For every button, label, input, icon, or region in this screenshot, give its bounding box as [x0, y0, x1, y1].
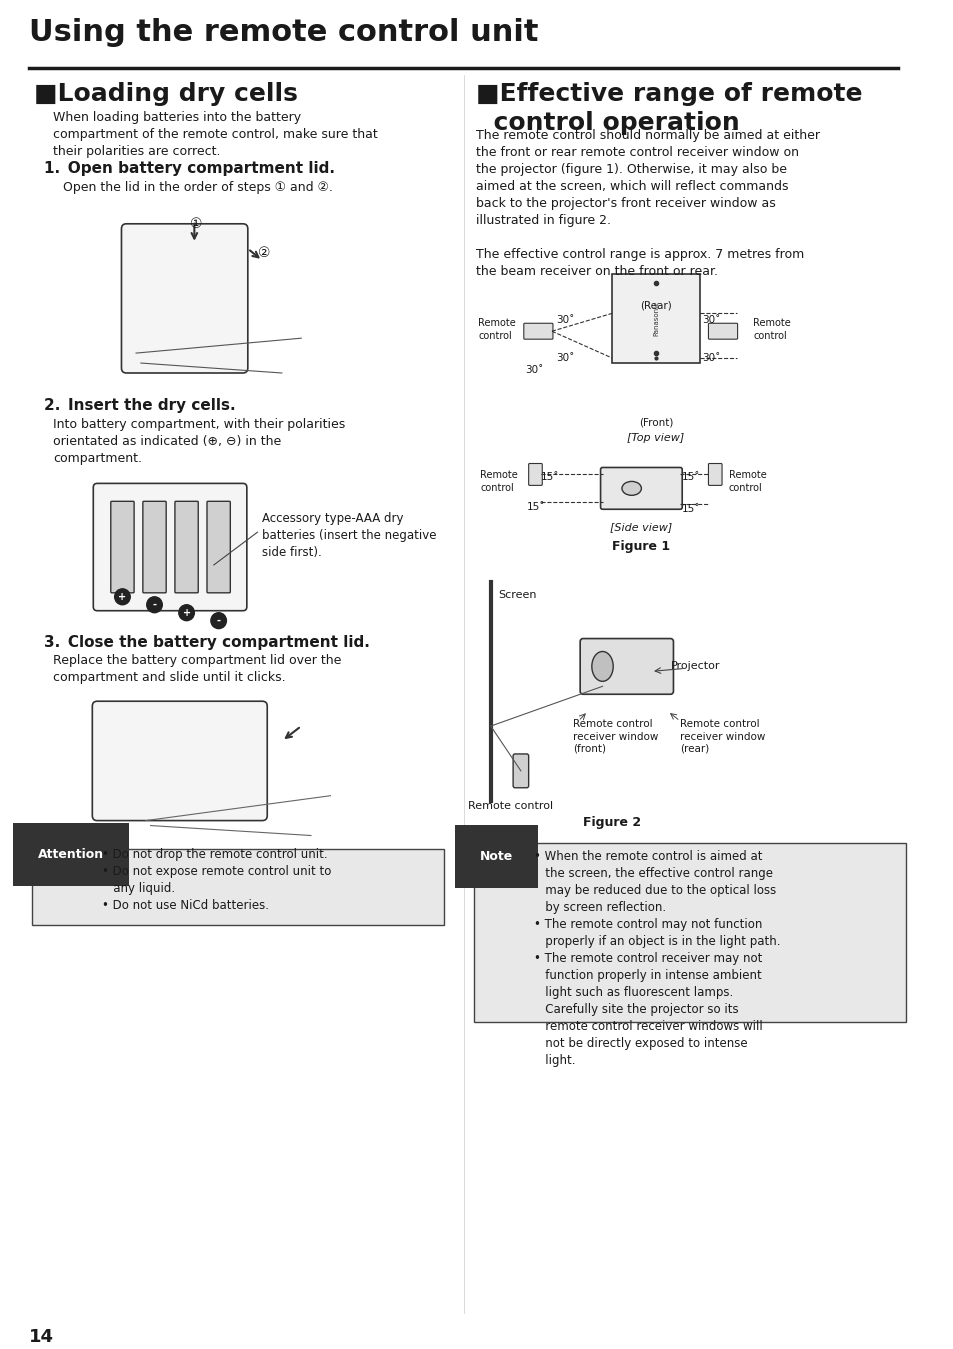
Text: Remote control
receiver window
(rear): Remote control receiver window (rear)	[679, 719, 765, 754]
Ellipse shape	[621, 482, 640, 495]
Text: 15˚: 15˚	[681, 505, 700, 514]
FancyBboxPatch shape	[92, 701, 267, 820]
Text: 3. Close the battery compartment lid.: 3. Close the battery compartment lid.	[44, 634, 369, 650]
Text: ①: ①	[190, 217, 202, 231]
Text: Remote
control: Remote control	[479, 471, 517, 492]
FancyBboxPatch shape	[579, 638, 673, 695]
Text: Into battery compartment, with their polarities
orientated as indicated (⊕, ⊖) i: Into battery compartment, with their pol…	[53, 418, 345, 465]
Text: Remote control: Remote control	[467, 801, 552, 811]
Bar	[612, 274, 699, 363]
Text: 30˚: 30˚	[556, 353, 574, 363]
Text: Replace the battery compartment lid over the
compartment and slide until it clic: Replace the battery compartment lid over…	[53, 654, 341, 684]
Text: Using the remote control unit: Using the remote control unit	[30, 18, 538, 47]
Text: Remote
control: Remote control	[477, 318, 516, 341]
Text: [Top view]: [Top view]	[627, 433, 684, 442]
Circle shape	[114, 588, 131, 604]
Text: Figure 2: Figure 2	[582, 816, 640, 828]
Text: The remote control should normally be aimed at either
the front or rear remote c: The remote control should normally be ai…	[476, 130, 820, 278]
Text: 15˚: 15˚	[540, 472, 559, 483]
Text: Open the lid in the order of steps ① and ②.: Open the lid in the order of steps ① and…	[63, 181, 333, 194]
Text: ■Loading dry cells: ■Loading dry cells	[34, 81, 297, 105]
Circle shape	[211, 612, 226, 629]
Text: ②: ②	[257, 246, 270, 259]
Text: Remote
control: Remote control	[728, 471, 766, 492]
FancyBboxPatch shape	[708, 464, 721, 486]
Text: 30˚: 30˚	[701, 316, 720, 325]
FancyBboxPatch shape	[143, 502, 166, 592]
Text: 15˚: 15˚	[526, 502, 545, 513]
Text: Remote
control: Remote control	[752, 318, 790, 341]
Text: -: -	[216, 615, 220, 626]
FancyBboxPatch shape	[174, 502, 198, 592]
FancyBboxPatch shape	[528, 464, 541, 486]
Text: 30˚: 30˚	[701, 353, 720, 363]
Circle shape	[178, 604, 194, 621]
Text: -: -	[152, 600, 156, 610]
Text: Accessory type-AAA dry
batteries (insert the negative
side first).: Accessory type-AAA dry batteries (insert…	[262, 513, 436, 560]
Text: +: +	[118, 592, 127, 602]
Ellipse shape	[591, 652, 613, 681]
Text: • When the remote control is aimed at
   the screen, the effective control range: • When the remote control is aimed at th…	[534, 850, 781, 1067]
FancyBboxPatch shape	[207, 502, 230, 592]
Text: +: +	[182, 607, 191, 618]
Text: (Front): (Front)	[639, 418, 673, 428]
FancyBboxPatch shape	[523, 324, 553, 339]
Circle shape	[147, 596, 162, 612]
Text: 30˚: 30˚	[524, 366, 542, 375]
Text: 2. Insert the dry cells.: 2. Insert the dry cells.	[44, 398, 235, 413]
FancyBboxPatch shape	[121, 224, 248, 372]
FancyBboxPatch shape	[474, 843, 904, 1021]
FancyBboxPatch shape	[600, 468, 681, 510]
FancyBboxPatch shape	[32, 850, 444, 925]
FancyBboxPatch shape	[93, 483, 247, 611]
Text: 15˚: 15˚	[681, 472, 700, 483]
FancyBboxPatch shape	[708, 324, 737, 339]
FancyBboxPatch shape	[513, 754, 528, 788]
Text: 14: 14	[30, 1327, 54, 1346]
Text: When loading batteries into the battery
compartment of the remote control, make : When loading batteries into the battery …	[53, 112, 377, 158]
Text: [Side view]: [Side view]	[610, 522, 672, 533]
Text: Remote control
receiver window
(front): Remote control receiver window (front)	[573, 719, 659, 754]
Text: Note: Note	[479, 850, 513, 863]
Text: Screen: Screen	[498, 590, 537, 600]
Text: Panasonic: Panasonic	[652, 301, 659, 336]
Text: Projector: Projector	[670, 661, 720, 672]
FancyBboxPatch shape	[111, 502, 134, 592]
Text: • Do not drop the remote control unit.
• Do not expose remote control unit to
  : • Do not drop the remote control unit. •…	[102, 849, 331, 912]
Text: Attention: Attention	[38, 849, 104, 862]
Text: Figure 1: Figure 1	[612, 540, 670, 553]
Text: (Rear): (Rear)	[639, 301, 671, 310]
Text: 1. Open battery compartment lid.: 1. Open battery compartment lid.	[44, 161, 335, 177]
Text: 30˚: 30˚	[556, 316, 574, 325]
Text: ■Effective range of remote
  control operation: ■Effective range of remote control opera…	[476, 81, 862, 135]
